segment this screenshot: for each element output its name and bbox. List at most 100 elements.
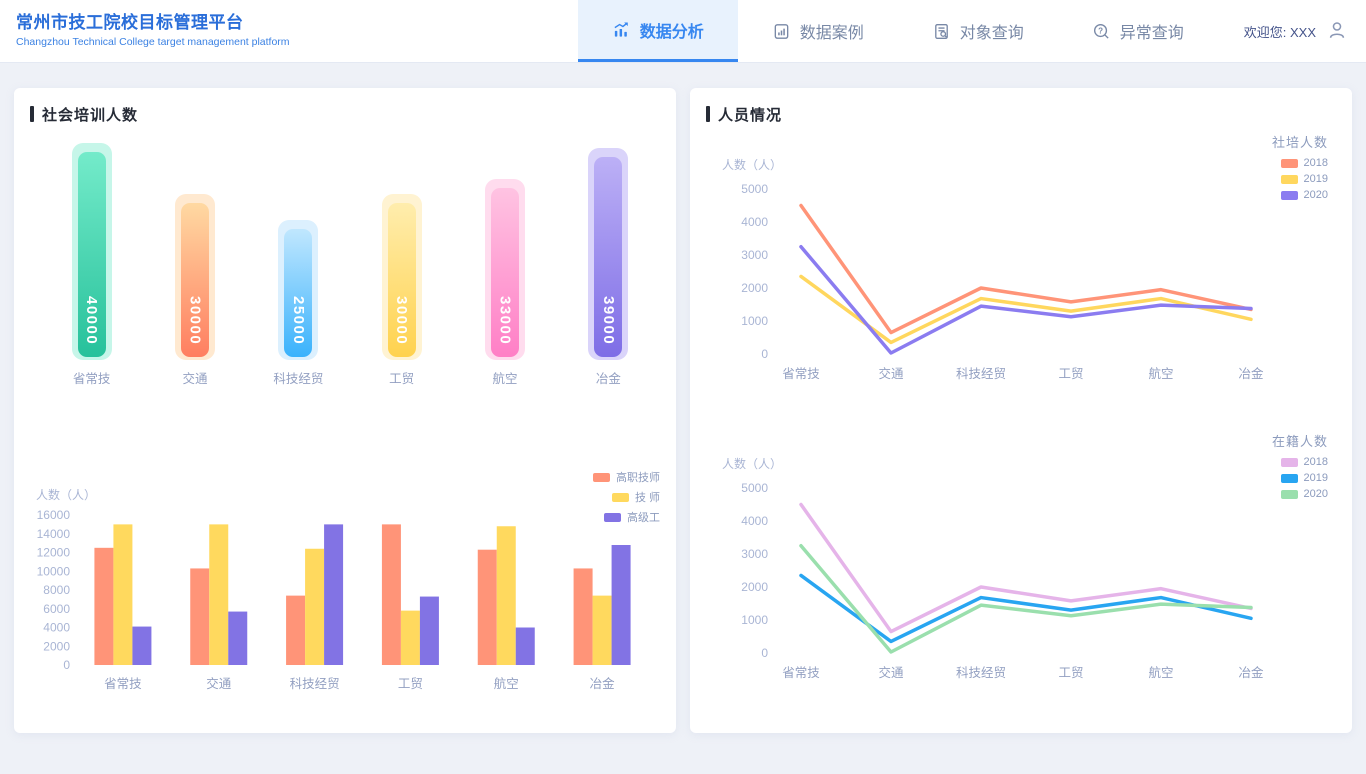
y-tick-label: 2000	[43, 639, 70, 653]
bar-技 师-交通[interactable]	[209, 524, 229, 665]
bar-高职技师-航空[interactable]	[477, 549, 497, 665]
legend-item-2019[interactable]: 2019	[1280, 472, 1328, 484]
series-line-2019[interactable]	[799, 573, 1253, 644]
staff-level-chart-wrap: 人数（人） 0 2000 4000 6000 8000 10000 12000 14000 160…	[30, 472, 660, 708]
y-tick-label: 6000	[43, 602, 70, 616]
bar-chart-trend-icon	[612, 20, 631, 39]
legend-item-2020[interactable]: 2020	[1280, 189, 1328, 201]
bar-value-label: 40000	[83, 295, 101, 345]
capsule-column-4: 30000 工贸	[350, 128, 453, 387]
tab-exception-query[interactable]: ? 异常查询	[1058, 0, 1218, 62]
user-icon[interactable]	[1326, 19, 1348, 44]
bar-技 师-航空[interactable]	[496, 526, 516, 665]
series-line-2019[interactable]	[799, 274, 1253, 345]
bar-高职技师-冶金[interactable]	[573, 568, 593, 665]
user-area: 欢迎您: XXX	[1244, 0, 1348, 62]
capsule-bar-交通[interactable]: 30000	[180, 203, 209, 357]
bar-技 师-工贸[interactable]	[400, 610, 420, 665]
y-tick-label: 4000	[43, 621, 70, 635]
brand: 常州市技工院校目标管理平台 Changzhou Technical Colleg…	[16, 8, 346, 62]
bar-技 师-省常技[interactable]	[113, 524, 133, 665]
y-tick-label: 3000	[741, 547, 768, 561]
search-question-icon: ?	[1092, 22, 1111, 41]
legend-item-2019[interactable]: 2019	[1280, 173, 1328, 185]
tab-label: 数据分析	[639, 23, 704, 41]
x-axis-label: 工贸	[1058, 666, 1083, 680]
legend-item-2020[interactable]: 2020	[1280, 488, 1328, 500]
bar-技 师-科技经贸[interactable]	[305, 548, 325, 665]
bar-高职技师-工贸[interactable]	[381, 524, 401, 665]
x-axis-label: 冶金	[590, 676, 616, 691]
y-tick-label: 0	[63, 658, 70, 672]
capsule-bar-工贸[interactable]: 30000	[387, 203, 416, 357]
x-axis-label: 科技经贸	[956, 367, 1006, 381]
y-tick-label: 5000	[741, 481, 768, 495]
legend-item-高级工[interactable]: 高级工	[604, 509, 660, 525]
capsule-bar-area: 39000	[557, 128, 660, 360]
x-axis-label: 科技经贸	[956, 666, 1006, 680]
tab-object-query[interactable]: 对象查询	[898, 0, 1058, 62]
x-axis-label: 航空	[1148, 665, 1173, 680]
y-tick-label: 8000	[43, 583, 70, 597]
capsule-bar-area: 40000	[40, 128, 143, 360]
title-marker	[706, 106, 710, 122]
capsule-bar-area: 30000	[143, 128, 246, 360]
y-tick-label: 5000	[741, 182, 768, 196]
series-line-2020[interactable]	[799, 544, 1253, 654]
bar-高职技师-科技经贸[interactable]	[286, 595, 306, 665]
series-line-2020[interactable]	[799, 245, 1253, 355]
bar-高职技师-交通[interactable]	[190, 568, 210, 665]
title-marker	[30, 106, 34, 122]
main-content: 社会培训人数 40000 省常技 30000 交通 25000 科技经贸 30000 工贸 33…	[0, 62, 1366, 733]
y-tick-label: 10000	[37, 564, 71, 578]
legend-item-高职技师[interactable]: 高职技师	[593, 469, 660, 485]
legend-label: 高级工	[627, 512, 660, 524]
legend-swatch	[604, 512, 621, 522]
enrolled-line-wrap: 人数（人） 0 1000 2000 3000 4000 5000 省常技 交通 科技经贸 工贸 航空 冶…	[706, 434, 1336, 708]
legend-label: 2019	[1303, 472, 1328, 484]
x-axis-label: 冶金	[1238, 665, 1264, 680]
y-tick-label: 4000	[741, 215, 768, 229]
bar-技 师-冶金[interactable]	[592, 595, 612, 665]
enrolled-legend: 在籍人数 2018 2019 2020	[1272, 431, 1328, 500]
left-panel-title: 社会培训人数	[30, 104, 660, 124]
y-axis-title: 人数（人）	[722, 157, 782, 172]
series-line-2018[interactable]	[799, 203, 1253, 335]
capsule-bar-科技经贸[interactable]: 25000	[284, 228, 313, 357]
y-tick-label: 1000	[741, 613, 768, 627]
legend-item-2018[interactable]: 2018	[1280, 157, 1328, 169]
x-axis-label: 交通	[206, 676, 232, 691]
y-axis-title: 人数（人）	[722, 456, 782, 471]
legend-item-2018[interactable]: 2018	[1280, 456, 1328, 468]
legend-swatch	[1280, 457, 1298, 467]
x-axis-label: 省常技	[782, 666, 820, 680]
capsule-bar-省常技[interactable]: 40000	[77, 152, 106, 357]
series-line-2018[interactable]	[799, 502, 1253, 634]
tab-label: 异常查询	[1119, 25, 1184, 42]
tab-data-analysis[interactable]: 数据分析	[577, 0, 738, 62]
bar-高职技师-省常技[interactable]	[94, 547, 114, 665]
social-training-line-svg: 人数（人） 0 1000 2000 3000 4000 5000 省常技 交通 科技经贸 工贸 航空 冶…	[722, 157, 1264, 381]
bar-高级工-冶金[interactable]	[611, 545, 631, 665]
legend-item-技 师[interactable]: 技 师	[611, 489, 660, 505]
x-axis-label: 航空	[494, 676, 519, 691]
x-axis-label: 航空	[1148, 366, 1173, 381]
capsule-bar-冶金[interactable]: 39000	[594, 157, 623, 357]
capsule-bar-航空[interactable]: 33000	[490, 187, 519, 357]
x-axis-label: 科技经贸	[273, 372, 324, 386]
bar-高级工-省常技[interactable]	[132, 626, 152, 665]
x-axis-label: 工贸	[398, 677, 423, 691]
tab-data-cases[interactable]: 数据案例	[738, 0, 898, 62]
x-axis-label: 省常技	[782, 367, 820, 381]
enrolled-line-container: 人数（人） 0 1000 2000 3000 4000 5000 省常技 交通 科技经贸 工贸 航空 冶…	[706, 453, 1336, 708]
legend-swatch	[1280, 174, 1298, 184]
bar-高级工-工贸[interactable]	[419, 596, 439, 665]
right-panel-title: 人员情况	[706, 104, 1336, 124]
bar-高级工-交通[interactable]	[228, 611, 248, 665]
y-tick-label: 2000	[741, 580, 768, 594]
social-training-line-container: 人数（人） 0 1000 2000 3000 4000 5000 省常技 交通 科技经贸 工贸 航空 冶…	[706, 154, 1336, 409]
bar-高级工-科技经贸[interactable]	[324, 524, 344, 665]
x-axis-label: 省常技	[72, 372, 111, 386]
capsule-column-2: 30000 交通	[143, 128, 246, 387]
bar-高级工-航空[interactable]	[515, 627, 535, 666]
